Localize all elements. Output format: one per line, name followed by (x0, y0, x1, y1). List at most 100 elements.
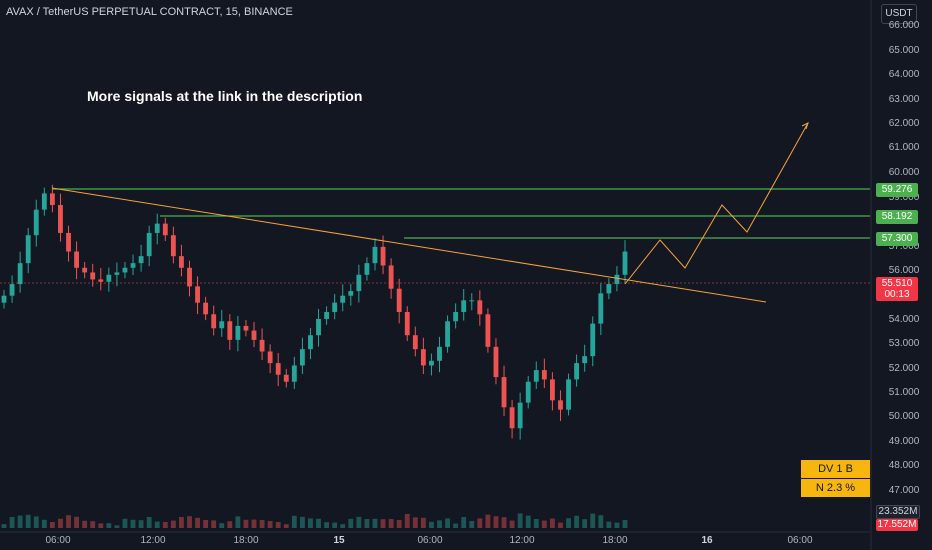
bar-countdown: 00:13 (876, 289, 918, 301)
candle (340, 295, 346, 303)
currency-button[interactable]: USDT (881, 4, 917, 24)
candle (509, 407, 515, 429)
n-indicator-box: N 2.3 % (801, 479, 870, 497)
price-tick: 52.000 (888, 363, 920, 374)
volume-bar (299, 516, 305, 528)
volume-bar (25, 514, 31, 528)
candle (348, 291, 354, 296)
candle (58, 205, 63, 233)
volume-bar (259, 520, 265, 528)
candle (90, 272, 96, 280)
candle (291, 365, 297, 382)
volume-bar (203, 520, 209, 528)
candle (404, 311, 410, 336)
candle (582, 356, 588, 364)
price-tick: 59.000 (888, 192, 920, 203)
chart-annotation[interactable]: More signals at the link in the descript… (87, 88, 363, 104)
price-tick: 63.000 (888, 94, 920, 105)
candle (170, 235, 176, 257)
volume-bar (517, 513, 523, 528)
candle (299, 349, 305, 366)
price-tick: 60.000 (888, 167, 920, 178)
candle (235, 325, 241, 340)
volume-bar (574, 515, 580, 528)
time-tick: 06:00 (45, 535, 71, 546)
projection-path[interactable] (624, 122, 809, 285)
candle (114, 272, 120, 275)
volume-bar (420, 517, 426, 528)
time-tick: 18:00 (233, 535, 259, 546)
volume-bar (622, 520, 628, 528)
candle (106, 274, 112, 282)
candle (445, 321, 450, 347)
price-tick: 48.000 (888, 460, 920, 471)
volume-bar (211, 520, 217, 528)
volume-bar (509, 520, 515, 528)
volume-bar (477, 518, 483, 528)
time-tick: 15 (333, 535, 345, 546)
volume-bar (566, 518, 571, 528)
volume-bar (267, 521, 273, 528)
volume-bar (364, 519, 370, 528)
candle (130, 263, 136, 268)
candle (154, 223, 160, 233)
price-tick: 66.000 (888, 20, 920, 31)
volume-bar (130, 519, 136, 528)
price-tick: 65.000 (888, 45, 920, 56)
candle (162, 223, 168, 236)
volume-bar (348, 518, 354, 528)
volume-bar (396, 520, 402, 528)
volume-bar (1, 524, 7, 528)
candle (364, 263, 370, 275)
volume-bar (493, 516, 499, 528)
candle (388, 265, 394, 289)
candle (25, 235, 31, 264)
volume-bar (98, 523, 104, 528)
last-price-tag: 55.510 (876, 277, 918, 291)
volume-bar (170, 520, 176, 528)
candle (146, 232, 152, 257)
volume-bar (372, 518, 378, 528)
volume-bar (9, 517, 15, 528)
volume-bar (235, 516, 241, 528)
time-tick: 18:00 (602, 535, 628, 546)
volume-bar (525, 515, 531, 528)
volume-bar (332, 522, 338, 528)
candle (138, 256, 144, 264)
symbol-title[interactable]: AVAX / TetherUS PERPETUAL CONTRACT, 15, … (6, 6, 293, 18)
candles (1, 184, 628, 440)
candle (533, 370, 539, 382)
volume-bar (146, 517, 152, 528)
volume-bar (41, 519, 47, 528)
downtrend-line[interactable] (51, 187, 767, 303)
candle (493, 346, 499, 378)
candle (227, 321, 233, 340)
volume-bar (614, 522, 620, 528)
volume-bar (138, 520, 144, 528)
candle (211, 314, 217, 329)
volume-bar (445, 518, 450, 528)
price-tick: 56.000 (888, 265, 920, 276)
level-tag-57-300[interactable]: 57.300 (876, 232, 918, 246)
candle (501, 377, 507, 408)
candle (122, 267, 128, 273)
volume-bar (582, 519, 588, 528)
volume-bar (122, 518, 128, 528)
candle (203, 302, 209, 315)
arrow-head-icon (801, 122, 809, 130)
volume-tag: 23.352M (876, 505, 920, 519)
level-tag-59-276[interactable]: 59.276 (876, 183, 918, 197)
candle (606, 284, 612, 294)
volume-bar (437, 520, 442, 528)
volume-bar (533, 519, 539, 528)
candle (477, 300, 483, 315)
level-tag-58-192[interactable]: 58.192 (876, 210, 918, 224)
price-tick: 61.000 (888, 142, 920, 153)
candle (82, 267, 88, 273)
price-tick: 64.000 (888, 69, 920, 80)
volume-bar (380, 519, 386, 528)
time-tick: 06:00 (787, 535, 813, 546)
volume-bar (412, 517, 418, 528)
time-tick: 16 (701, 535, 713, 546)
